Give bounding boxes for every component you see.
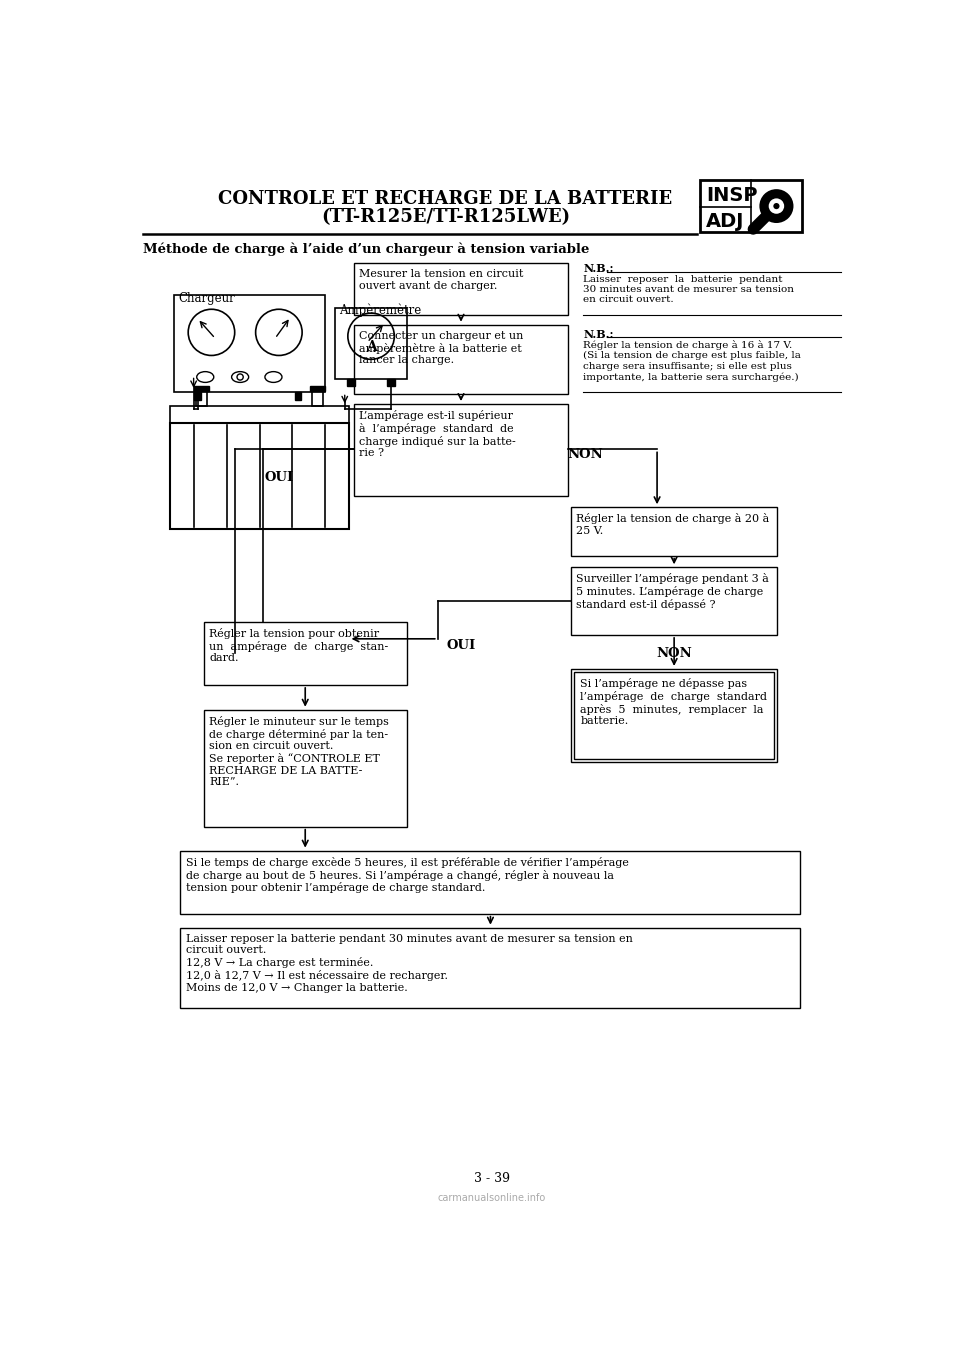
Bar [354,263,568,315]
Bar [180,928,801,1008]
Bar [204,710,407,827]
Text: (TT-R125E/TT-R125LWE): (TT-R125E/TT-R125LWE) [321,208,570,225]
Text: ADJ: ADJ [706,212,744,231]
Bar [204,622,407,684]
Text: N.B.:: N.B.: [584,329,614,340]
Text: Régler le minuteur sur le temps
de charge déterminé par la ten-
sion en circuit : Régler le minuteur sur le temps de charg… [209,716,389,788]
Text: N.B.:: N.B.: [584,263,614,274]
Text: L’ampérage est-il supérieur
à  l’ampérage  standard  de
charge indiqué sur la ba: L’ampérage est-il supérieur à l’ampérage… [359,410,516,459]
Bar [571,568,778,636]
Bar [194,392,201,401]
Text: Laisser  reposer  la  batterie  pendant
30 minutes avant de mesurer sa tension
e: Laisser reposer la batterie pendant 30 m… [584,274,795,304]
Text: NON: NON [657,646,692,660]
Text: Surveiller l’ampérage pendant 3 à
5 minutes. L’ampérage de charge
standard est-i: Surveiller l’ampérage pendant 3 à 5 minu… [576,573,769,610]
Bar [175,296,325,392]
Bar [388,379,396,386]
Bar [170,424,348,528]
Bar [354,403,568,496]
Text: Laisser reposer la batterie pendant 30 minutes avant de mesurer sa tension en
ci: Laisser reposer la batterie pendant 30 m… [186,934,633,993]
Text: Si l’ampérage ne dépasse pas
l’ampérage  de  charge  standard
après  5  minutes,: Si l’ampérage ne dépasse pas l’ampérage … [581,678,767,727]
Circle shape [769,198,784,213]
Text: carmanualsonline.info: carmanualsonline.info [438,1194,546,1203]
Text: CONTROLE ET RECHARGE DE LA BATTERIE: CONTROLE ET RECHARGE DE LA BATTERIE [219,190,673,208]
Text: Chargeur: Chargeur [179,292,235,306]
Bar [335,308,407,379]
Bar [180,850,801,914]
Text: Méthode de charge à l’aide d’un chargeur à tension variable: Méthode de charge à l’aide d’un chargeur… [143,242,589,255]
Bar [574,672,774,759]
Text: Si le temps de charge excède 5 heures, il est préférable de vérifier l’ampérage
: Si le temps de charge excède 5 heures, i… [186,857,629,894]
Text: A: A [366,340,376,354]
Bar [170,406,348,424]
Text: OUI: OUI [264,471,294,483]
Circle shape [774,202,780,209]
Text: Ampèremètre: Ampèremètre [339,304,421,318]
Bar [196,391,206,406]
Bar [312,391,324,406]
Text: Régler la tension de charge à 20 à
25 V.: Régler la tension de charge à 20 à 25 V. [576,513,770,536]
Text: Régler la tension de charge à 16 à 17 V.
(Si la tension de charge est plus faibl: Régler la tension de charge à 16 à 17 V.… [584,340,802,382]
Text: Mesurer la tension en circuit
ouvert avant de charger.: Mesurer la tension en circuit ouvert ava… [359,269,524,291]
Bar [194,386,209,391]
Bar [700,179,802,232]
Text: NON: NON [567,448,603,460]
Text: Régler la tension pour obtenir
un  ampérage  de  charge  stan-
dard.: Régler la tension pour obtenir un ampéra… [209,627,389,664]
Bar [295,392,301,401]
Bar [571,507,778,555]
Bar [348,379,355,386]
Bar [354,325,568,394]
Text: 3 - 39: 3 - 39 [474,1172,510,1184]
Bar [571,669,778,762]
Text: Connecter un chargeur et un
ampèremètre à la batterie et
lancer la charge.: Connecter un chargeur et un ampèremètre … [359,331,524,365]
Bar [310,386,325,391]
Text: OUI: OUI [446,638,475,652]
Text: INSP: INSP [706,186,757,205]
Circle shape [759,189,794,223]
